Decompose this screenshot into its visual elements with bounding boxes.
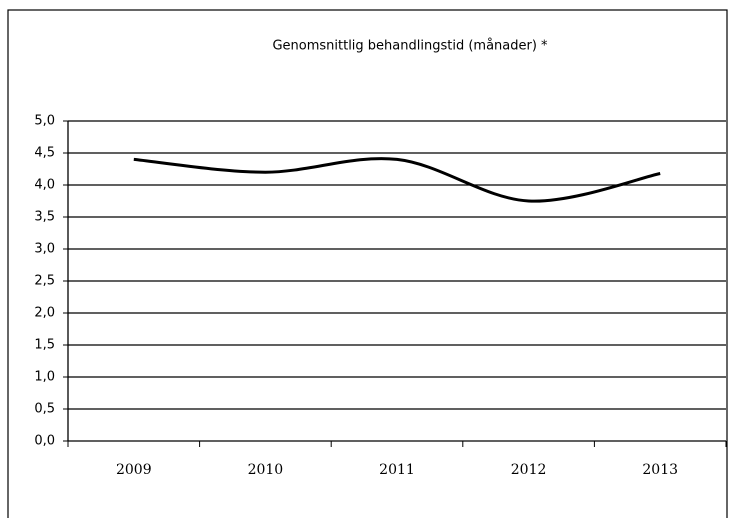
y-tick-label: 4,5 [34,146,55,161]
y-tick-label: 5,0 [34,114,55,129]
y-tick-label: 3,5 [34,210,55,225]
series-line [133,157,661,203]
y-tick-label: 1,0 [34,370,55,385]
x-tick-label: 2009 [116,462,152,478]
chart-title: Genomsnittlig behandlingstid (månader) * [272,39,548,54]
y-tick-label: 2,5 [34,274,55,289]
y-tick-label: 1,5 [34,338,55,353]
x-tick-label: 2011 [379,462,415,478]
chart-border [7,9,728,518]
x-tick-label: 2012 [511,462,547,478]
x-tick-label: 2013 [642,462,678,478]
y-tick-label: 2,0 [34,306,55,321]
y-tick-label: 0,0 [34,434,55,449]
x-tick-label: 2010 [248,462,284,478]
y-tick-label: 3,0 [34,242,55,257]
y-tick-label: 4,0 [34,178,55,193]
y-tick-label: 0,5 [34,402,55,417]
